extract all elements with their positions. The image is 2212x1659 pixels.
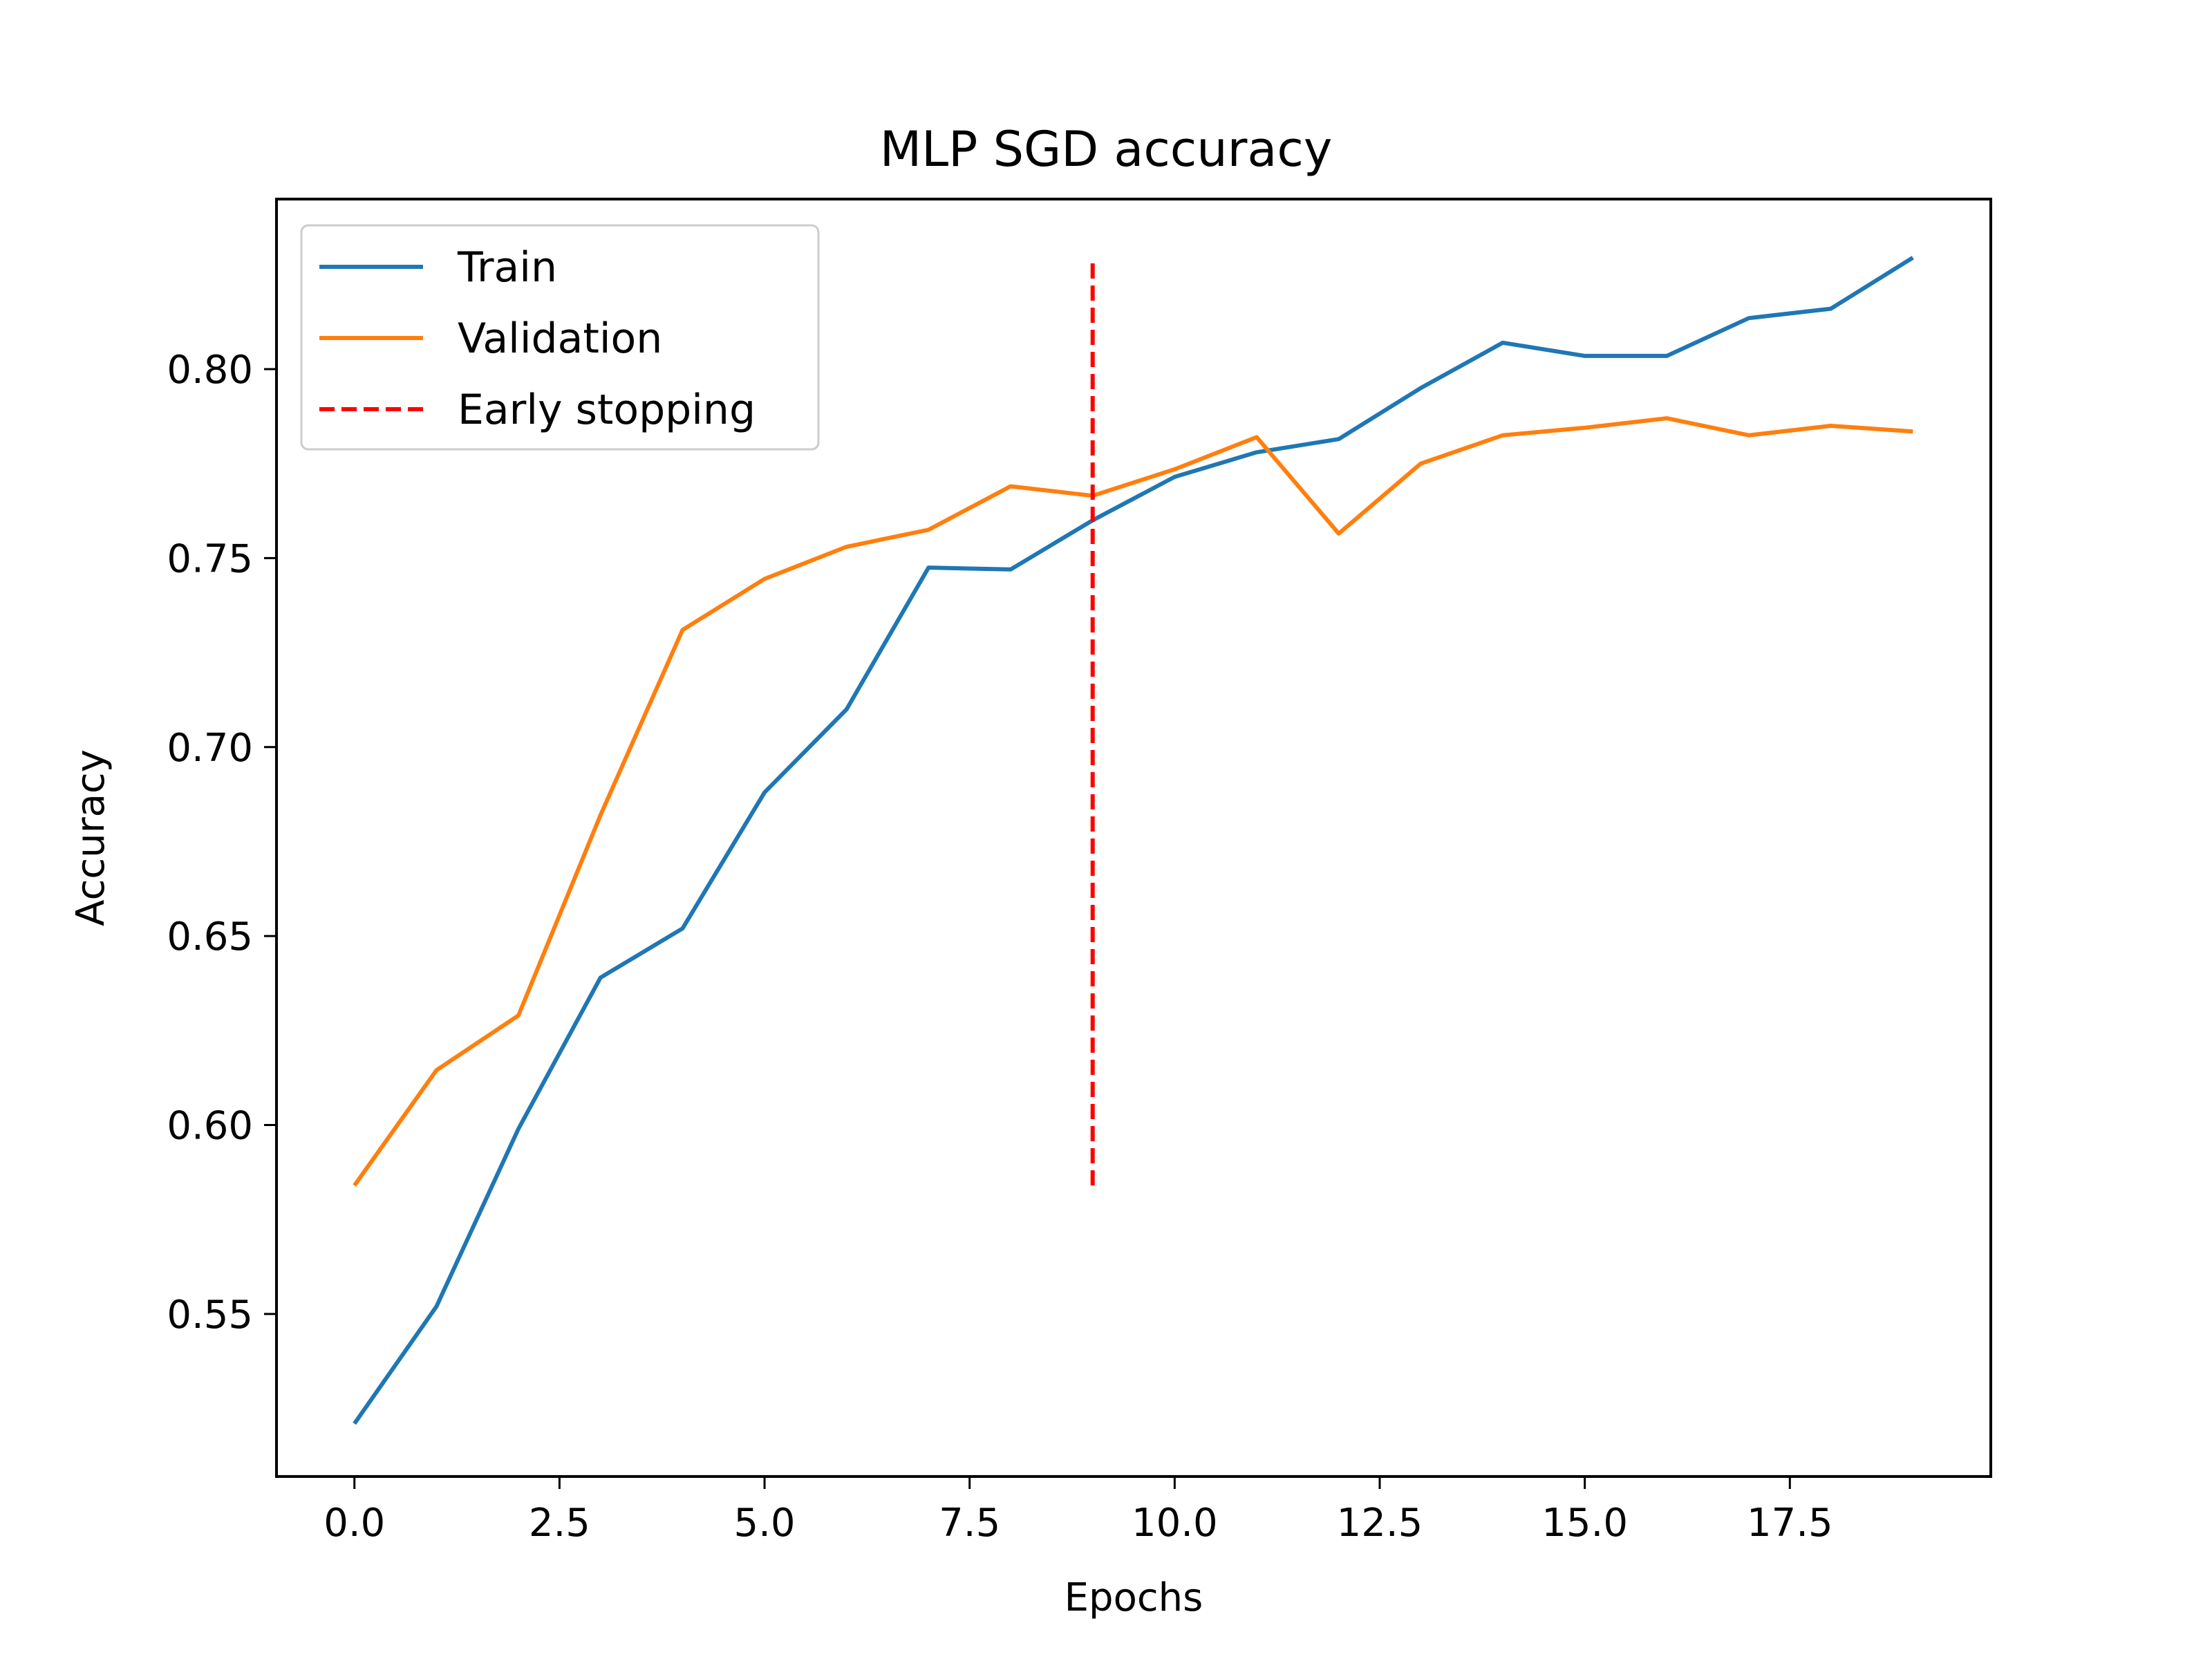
legend-label-train: Train (457, 243, 557, 292)
y-tick-label: 0.65 (167, 915, 253, 959)
y-tick-label: 0.70 (167, 726, 253, 771)
x-tick-label: 12.5 (1337, 1501, 1423, 1546)
x-tick-label: 7.5 (939, 1501, 1000, 1546)
x-axis: 0.0 2.5 5.0 7.5 10.0 12.5 15.0 17.5 (324, 1477, 1833, 1546)
legend: Train Validation Early stopping (300, 224, 820, 451)
y-axis: 0.55 0.60 0.65 0.70 0.75 0.80 (167, 348, 276, 1338)
legend-label-early-stopping: Early stopping (458, 386, 756, 434)
series-line-validation (353, 416, 1913, 1187)
x-tick-label: 10.0 (1132, 1501, 1218, 1546)
y-tick-label: 0.75 (167, 536, 253, 581)
chart-title: MLP SGD accuracy (880, 121, 1333, 178)
y-tick-label: 0.55 (167, 1293, 253, 1338)
y-axis-label: Accuracy (68, 749, 113, 926)
x-tick-label: 15.0 (1541, 1501, 1628, 1546)
x-axis-label: Epochs (1065, 1575, 1203, 1620)
x-tick-label: 0.0 (324, 1501, 385, 1546)
y-tick-label: 0.60 (167, 1104, 253, 1149)
plot-frame (275, 198, 1992, 1478)
x-tick-label: 2.5 (529, 1501, 590, 1546)
series-line-train (353, 256, 1914, 1425)
x-tick-label: 5.0 (733, 1501, 795, 1546)
x-tick-label: 17.5 (1747, 1501, 1833, 1546)
legend-box (300, 224, 820, 451)
series-layer (353, 256, 1914, 1425)
y-tick-label: 0.80 (167, 348, 253, 393)
legend-label-validation: Validation (458, 315, 662, 363)
